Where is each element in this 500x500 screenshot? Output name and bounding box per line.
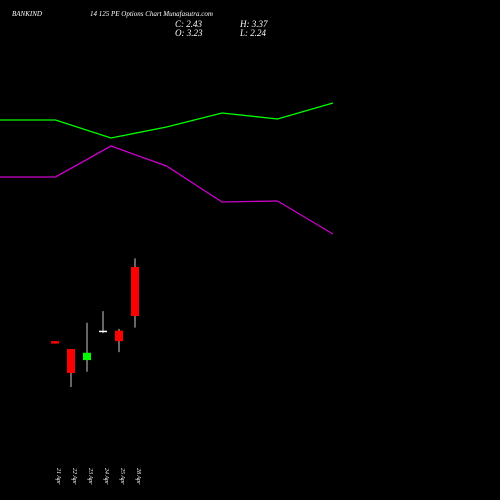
chart-subtitle: 14 125 PE Options Chart Munafasutra.com (90, 10, 213, 18)
candle-body (115, 330, 123, 342)
indicator-line (0, 102, 334, 139)
high-label: H: 3.37 (239, 19, 268, 29)
x-tick-label: 25 Apr (119, 468, 125, 485)
close-label: C: 2.43 (175, 19, 203, 29)
x-tick-label: 28 Apr (135, 468, 141, 485)
x-tick-label: 24 Apr (103, 468, 110, 485)
indicator-line (0, 145, 334, 235)
candle-body (131, 267, 139, 316)
candle-body (51, 341, 59, 344)
candle-body (67, 349, 75, 373)
x-tick-label: 22 Apr (71, 468, 77, 485)
x-tick-label: 21 Apr (55, 468, 61, 485)
low-label: L: 2.24 (239, 28, 267, 38)
open-label: O: 3.23 (175, 28, 203, 38)
candle-body (99, 330, 107, 333)
x-tick-label: 23 Apr (87, 468, 93, 485)
candle-body (83, 352, 91, 361)
chart-title: BANKIND (12, 10, 42, 18)
